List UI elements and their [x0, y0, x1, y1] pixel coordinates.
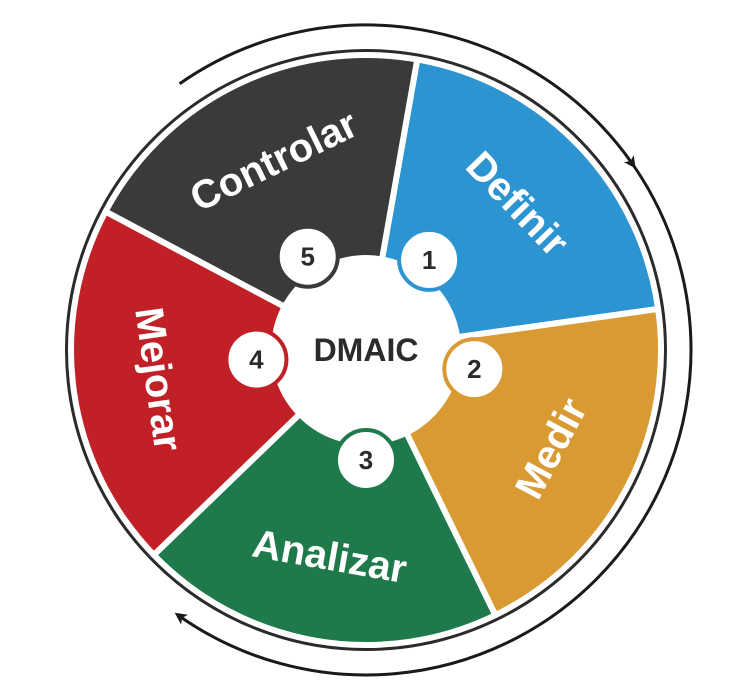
number-label-3: 3 [359, 445, 373, 475]
number-label-1: 1 [422, 245, 436, 275]
number-label-2: 2 [467, 354, 481, 384]
number-label-4: 4 [249, 345, 264, 375]
center-label: DMAIC [314, 332, 419, 368]
number-label-5: 5 [300, 242, 314, 272]
dmaic-wheel: DefinirMedirAnalizarMejorarControlarDMAI… [0, 0, 732, 683]
